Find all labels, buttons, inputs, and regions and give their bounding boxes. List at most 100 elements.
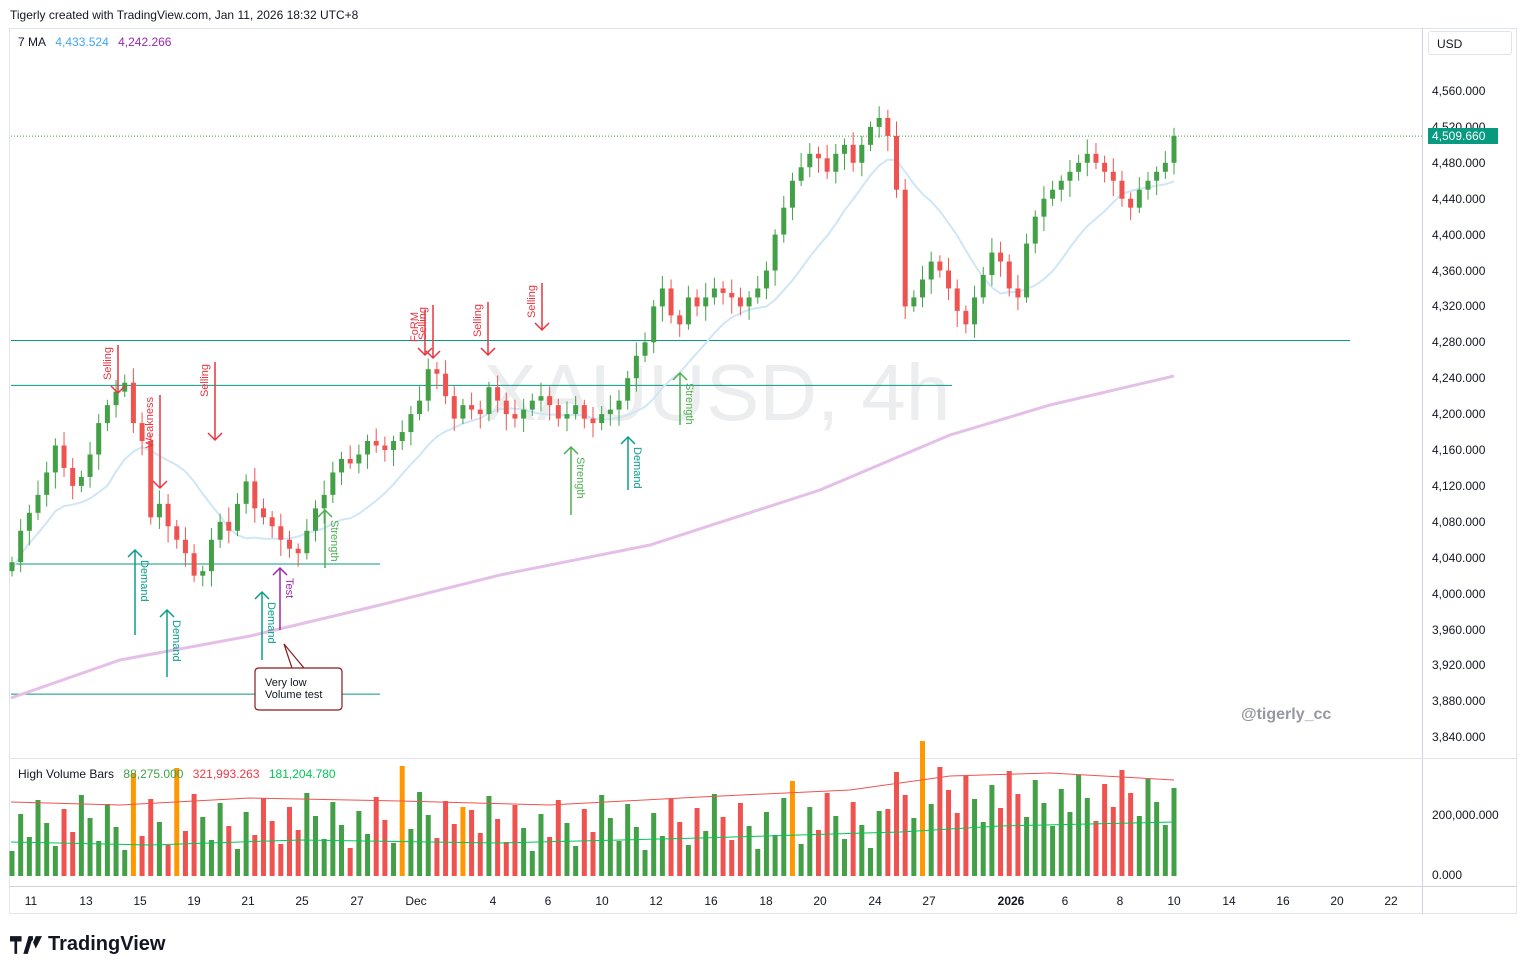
time-tick-label: 11 bbox=[24, 894, 38, 908]
time-tick-label: 14 bbox=[1222, 894, 1236, 908]
annotation-label: Weakness bbox=[144, 397, 156, 449]
candle-body bbox=[399, 432, 405, 442]
volume-bar bbox=[477, 833, 483, 876]
candle-body bbox=[373, 441, 379, 446]
time-tick-label: 8 bbox=[1116, 894, 1124, 908]
annotation-arrow-head bbox=[127, 548, 143, 558]
volume-bar bbox=[911, 818, 917, 876]
volume-bar bbox=[642, 850, 648, 876]
price-tick-label: 3,960.000 bbox=[1432, 622, 1486, 637]
candle-body bbox=[521, 409, 527, 419]
candle-body bbox=[330, 472, 336, 495]
volume-bar bbox=[1015, 794, 1021, 876]
candle-body bbox=[356, 454, 362, 464]
volume-bar bbox=[35, 800, 41, 876]
volume-bar bbox=[703, 831, 709, 876]
volume-bar bbox=[954, 813, 960, 876]
candle-body bbox=[9, 562, 15, 572]
price-tick-label: 4,200.000 bbox=[1432, 407, 1486, 422]
volume-bar bbox=[399, 766, 405, 876]
volume-bar bbox=[529, 851, 535, 876]
volume-bar bbox=[52, 846, 58, 876]
currency-selector[interactable]: USD bbox=[1428, 31, 1512, 55]
volume-bar bbox=[815, 830, 821, 876]
ma-value-long: 4,242.266 bbox=[118, 35, 172, 49]
time-tick-label: 27 bbox=[922, 894, 936, 908]
candle-body bbox=[217, 521, 223, 540]
price-tick-label: 4,360.000 bbox=[1432, 263, 1486, 278]
candle-body bbox=[894, 135, 900, 190]
candle-body bbox=[1032, 216, 1038, 244]
candle-body bbox=[1136, 189, 1142, 208]
volume-bar bbox=[946, 790, 952, 876]
candle-body bbox=[642, 342, 648, 356]
volume-axis-label: 0.000 bbox=[1432, 868, 1463, 882]
volume-bar bbox=[694, 808, 700, 876]
time-tick-label: 4 bbox=[489, 894, 497, 908]
candle-body bbox=[625, 378, 631, 401]
candle-body bbox=[503, 400, 509, 415]
candle-body bbox=[1162, 162, 1168, 172]
candle-body bbox=[1067, 171, 1073, 181]
volume-bar bbox=[1102, 784, 1108, 876]
candle-body bbox=[1102, 162, 1108, 172]
candle-body bbox=[156, 503, 162, 518]
volume-bar bbox=[885, 809, 891, 876]
volume-bar bbox=[729, 840, 735, 876]
tradingview-brand[interactable]: TradingView bbox=[10, 933, 165, 956]
candle-body bbox=[781, 207, 787, 235]
time-tick-label: 25 bbox=[295, 894, 309, 908]
candle-body bbox=[1171, 135, 1177, 163]
candle-body bbox=[529, 400, 535, 410]
candle-body bbox=[252, 481, 258, 509]
ma-value-short: 4,433.524 bbox=[55, 35, 109, 49]
time-axis-separator bbox=[9, 886, 1517, 887]
candle-body bbox=[807, 153, 813, 168]
volume-bar bbox=[668, 799, 674, 876]
annotation-label: Demand bbox=[631, 447, 643, 489]
candle-body bbox=[1119, 180, 1125, 199]
volume-bar bbox=[841, 839, 847, 876]
last-price-tag: 4,509.660 bbox=[1428, 128, 1498, 145]
candle-body bbox=[538, 396, 544, 401]
candle-body bbox=[998, 252, 1004, 262]
candle-body bbox=[633, 355, 639, 379]
volume-bar bbox=[330, 802, 336, 876]
chart-frame bbox=[9, 28, 1517, 914]
volume-bar bbox=[1076, 775, 1082, 876]
volume-bar bbox=[789, 781, 795, 876]
candle-body bbox=[70, 467, 76, 486]
volume-bar bbox=[9, 851, 15, 876]
ma-legend[interactable]: 7 MA 4,433.524 4,242.266 bbox=[18, 35, 177, 49]
volume-bar bbox=[373, 797, 379, 876]
time-tick-label: Dec bbox=[405, 894, 427, 908]
candle-body bbox=[243, 481, 249, 504]
candle-body bbox=[443, 373, 449, 397]
candle-body bbox=[260, 508, 266, 518]
candle-body bbox=[295, 548, 301, 554]
price-tick-label: 4,400.000 bbox=[1432, 227, 1486, 242]
volume-bar bbox=[746, 826, 752, 876]
price-tick-label: 4,160.000 bbox=[1432, 443, 1486, 457]
volume-bar bbox=[894, 772, 900, 876]
candle-body bbox=[87, 454, 93, 477]
annotation-label: Strength bbox=[328, 520, 340, 562]
pane-separator[interactable] bbox=[9, 758, 1517, 759]
time-tick-label: 2026 bbox=[997, 894, 1025, 908]
candle-body bbox=[347, 458, 353, 464]
volume-bar bbox=[980, 822, 986, 876]
price-tick-label: 4,320.000 bbox=[1432, 299, 1486, 314]
volume-bar bbox=[1171, 788, 1177, 876]
candle-body bbox=[711, 288, 717, 298]
volume-bar bbox=[1032, 780, 1038, 876]
volume-bar bbox=[772, 835, 778, 876]
volume-bar bbox=[148, 799, 154, 876]
volume-bar bbox=[937, 767, 943, 876]
candle-body bbox=[486, 387, 492, 415]
candle-body bbox=[52, 445, 58, 473]
candle-body bbox=[495, 387, 501, 401]
volume-legend[interactable]: High Volume Bars 88,275.000 321,993.263 … bbox=[18, 767, 342, 781]
candle-body bbox=[564, 414, 570, 419]
